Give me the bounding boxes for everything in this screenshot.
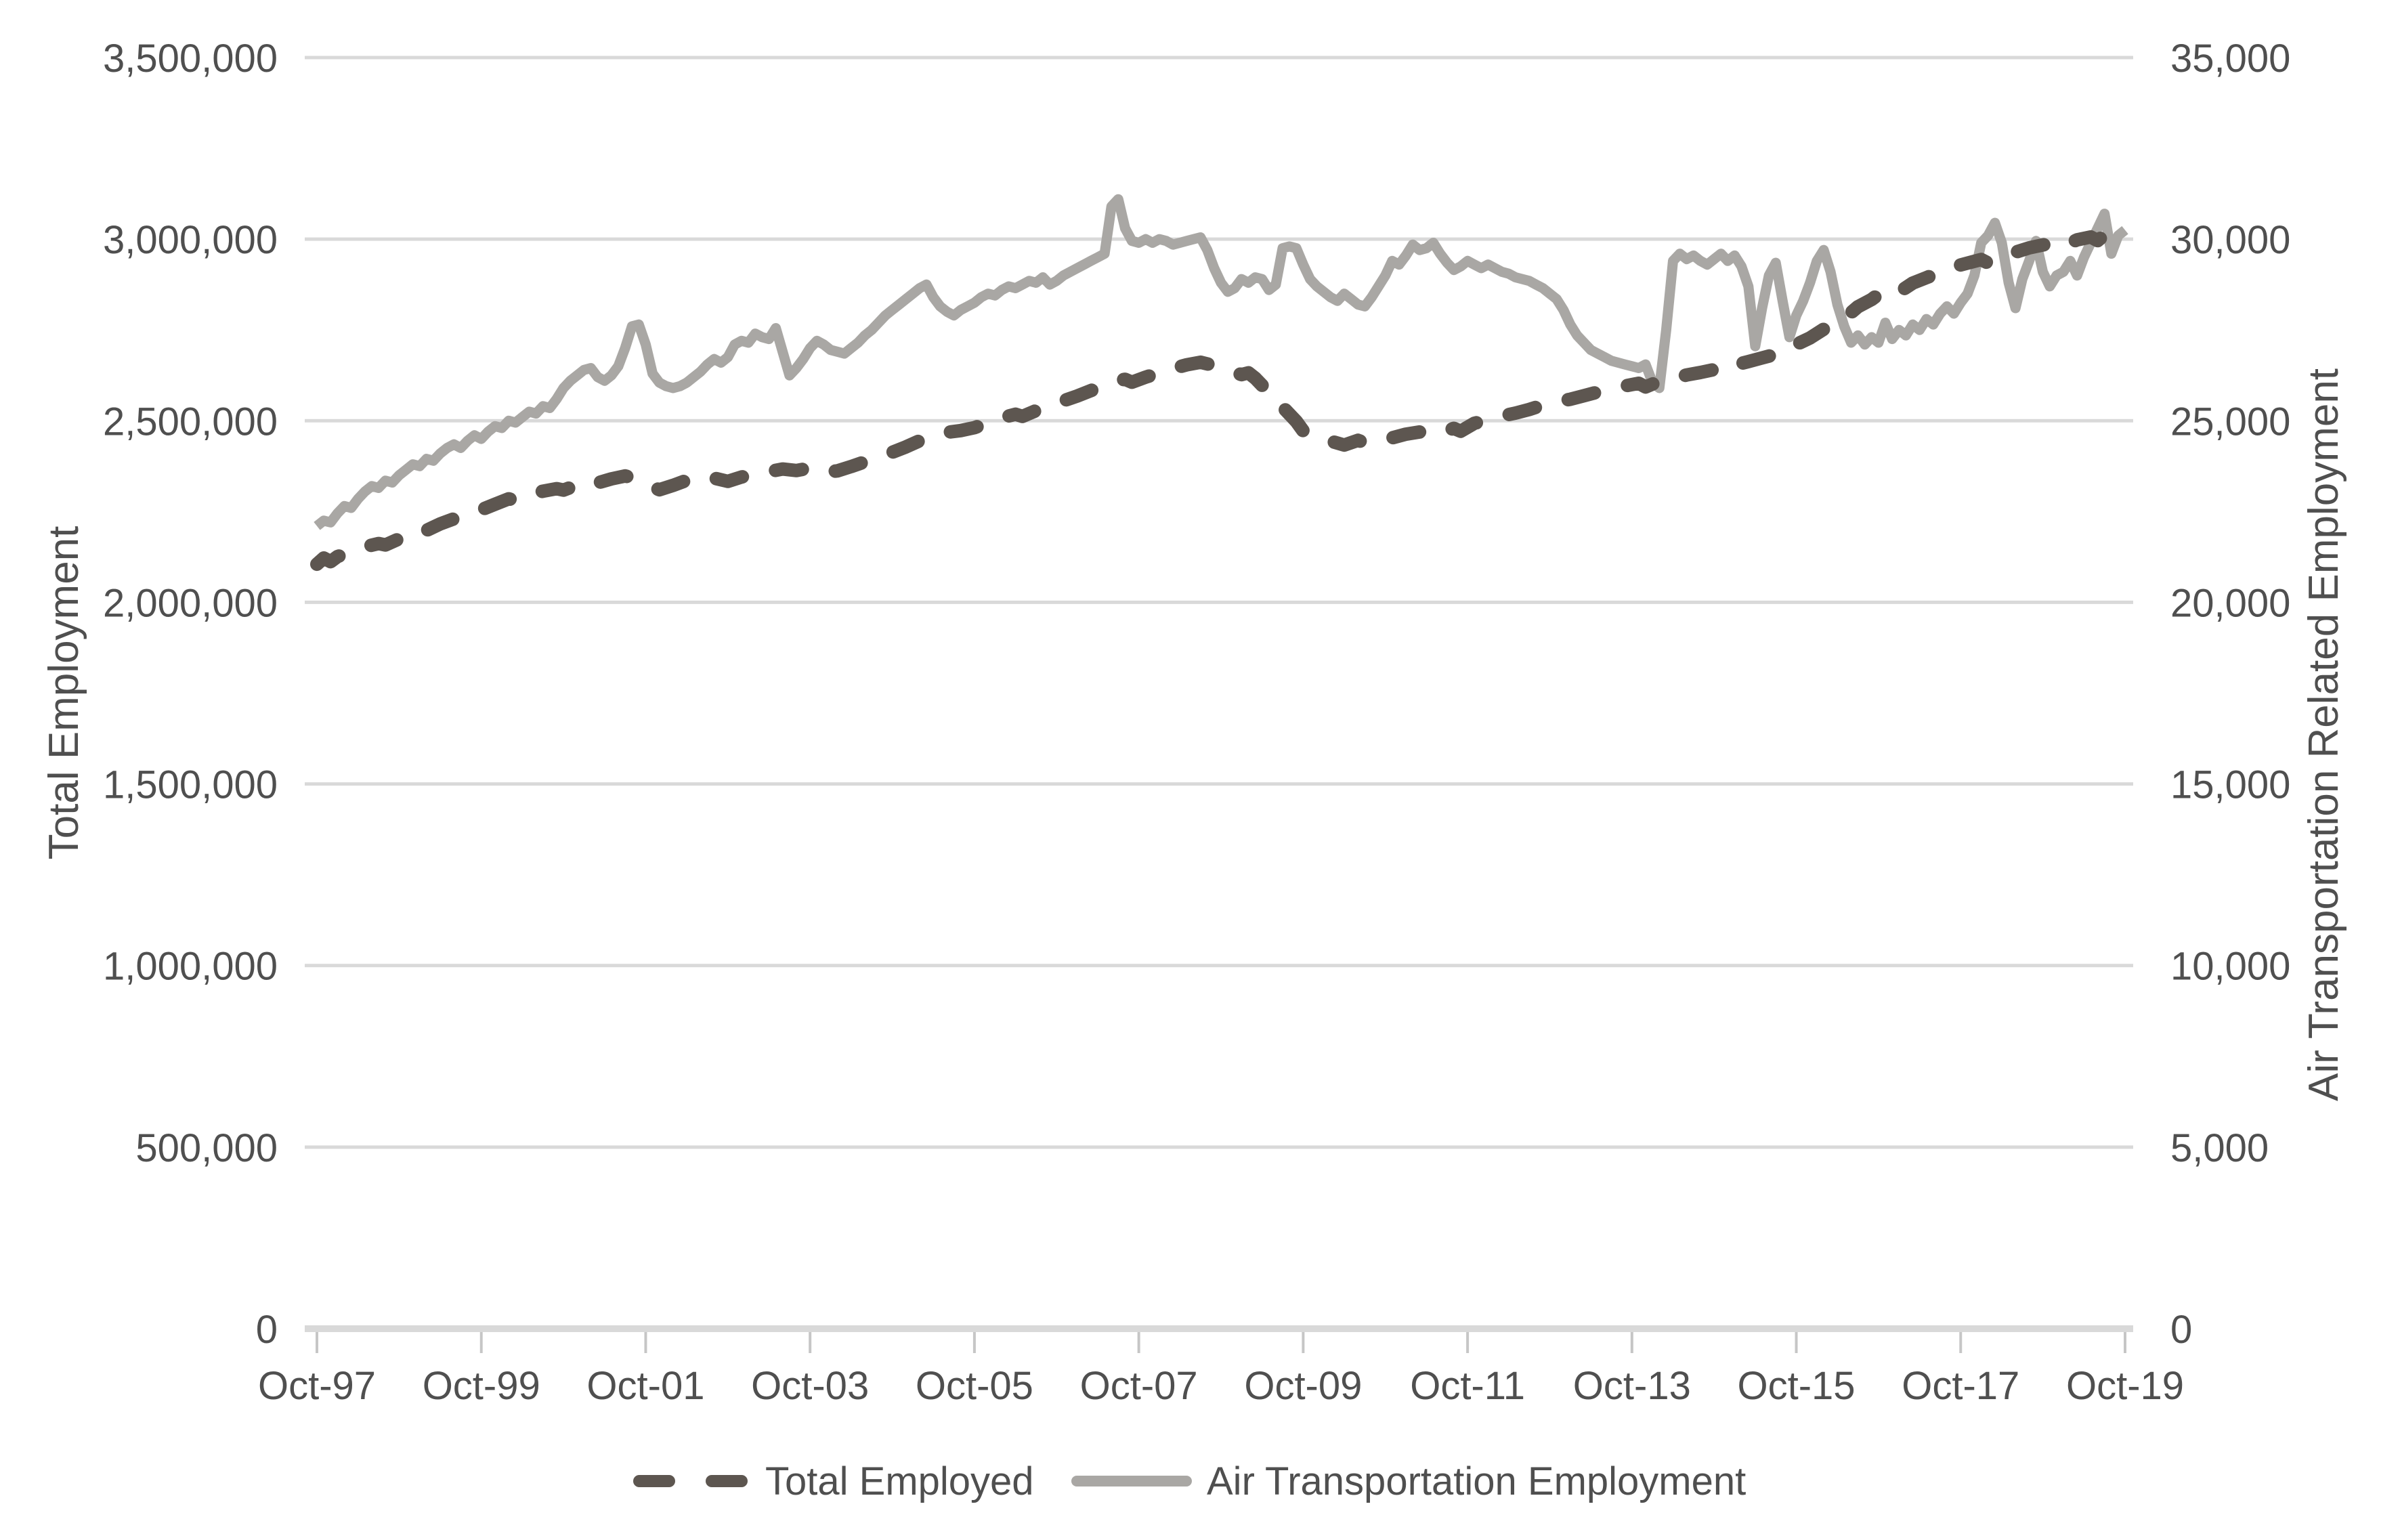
left-axis-tick-label: 1,000,000 xyxy=(103,945,278,989)
x-axis-tick-label: Oct-05 xyxy=(916,1364,1033,1408)
right-axis-tick-label: 30,000 xyxy=(2170,218,2290,262)
x-axis-tick-label: Oct-15 xyxy=(1738,1364,1856,1408)
right-axis-tick-label: 0 xyxy=(2170,1308,2192,1352)
right-axis-tick-label: 5,000 xyxy=(2170,1126,2269,1170)
left-axis-tick-label: 3,500,000 xyxy=(103,37,278,81)
series-line-air-transportation-employment xyxy=(314,194,2128,530)
axes-layer xyxy=(305,1325,2133,1353)
left-axis-tick-label: 500,000 xyxy=(135,1126,278,1170)
left-axis-tick-label: 2,000,000 xyxy=(103,581,278,625)
legend-total-employed-label: Total Employed xyxy=(765,1459,1034,1503)
right-axis-tick-label: 20,000 xyxy=(2170,581,2290,625)
right-axis-tick-label: 35,000 xyxy=(2170,37,2290,81)
x-axis-tick-label: Oct-13 xyxy=(1573,1364,1691,1408)
right-axis-tick-label: 15,000 xyxy=(2170,763,2290,807)
x-axis-tick-label: Oct-01 xyxy=(586,1364,704,1408)
right-axis-tick-label: 25,000 xyxy=(2170,400,2290,444)
legend: Total Employed Air Transportation Employ… xyxy=(633,1459,1746,1503)
axis-labels-layer: 0 500,000 1,000,000 1,500,000 2,000,000 2,500… xyxy=(103,37,2290,1408)
left-axis-tick-label: 3,000,000 xyxy=(103,218,278,262)
left-axis-tick-label: 1,500,000 xyxy=(103,763,278,807)
x-axis-tick-label: Oct-03 xyxy=(751,1364,869,1408)
series-line-total-employed xyxy=(310,224,2132,572)
series-layer xyxy=(310,194,2132,572)
x-axis-tick-label: Oct-07 xyxy=(1080,1364,1198,1408)
left-axis-title: Total Employment xyxy=(41,526,87,860)
left-axis-tick-label: 0 xyxy=(256,1308,278,1352)
x-axis-tick-label: Oct-19 xyxy=(2066,1364,2184,1408)
right-axis-title: Air Transportation Related Employment xyxy=(2300,368,2347,1101)
right-axis-tick-label: 10,000 xyxy=(2170,945,2290,989)
x-axis-tick-label: Oct-11 xyxy=(1410,1364,1525,1408)
x-axis-tick-label: Oct-09 xyxy=(1244,1364,1362,1408)
x-axis-tick-label: Oct-97 xyxy=(258,1364,376,1408)
left-axis-tick-label: 2,500,000 xyxy=(103,400,278,444)
gridlines-layer xyxy=(305,56,2133,1149)
legend-air-transportation-label: Air Transportation Employment xyxy=(1207,1459,1746,1503)
x-axis-tick-label: Oct-99 xyxy=(423,1364,540,1408)
x-axis-tick-label: Oct-17 xyxy=(1902,1364,2019,1408)
